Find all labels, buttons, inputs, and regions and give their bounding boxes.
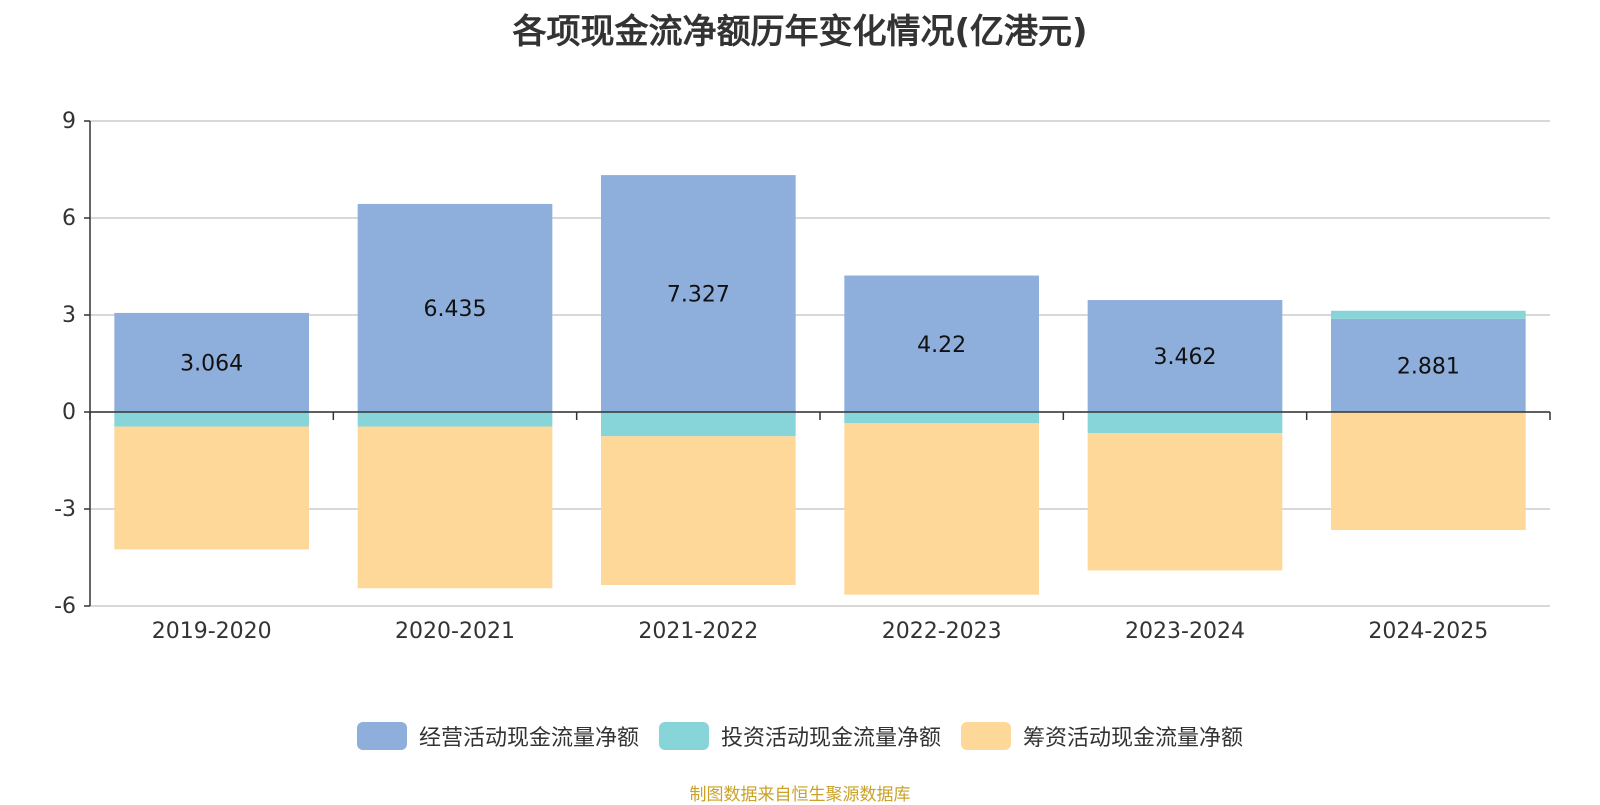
bar-2-2 [357,412,553,427]
bar-1-2 [357,203,553,412]
bar-3-2 [357,426,553,589]
legend-swatch [658,722,709,750]
y-tick-label: -3 [54,497,76,522]
legend-label: 经营活动现金流量净额 [418,726,639,751]
bar-1-3 [601,175,796,412]
data-label: 7.327 [667,283,730,308]
bar-2-4 [844,412,1039,424]
legend-item-1[interactable]: 经营活动现金流量净额 [356,720,639,752]
legend-swatch [356,722,407,750]
bar-3-5 [1087,433,1283,571]
source-note: 制图数据来自恒生聚源数据库 [689,785,911,805]
bar-1-5 [1087,300,1283,412]
y-tick-label: 3 [62,303,76,328]
bar-layer [114,175,1526,595]
data-label: 6.435 [424,297,487,322]
legend-label: 筹资活动现金流量净额 [1023,726,1244,751]
chart-title: 各项现金流净额历年变化情况(亿港元) [512,12,1088,52]
data-label: 3.064 [180,351,243,376]
y-tick-label: 9 [62,109,76,134]
bar-1-4 [844,275,1039,412]
legend-item-2[interactable]: 投资活动现金流量净额 [658,720,941,752]
y-tick-label: 0 [62,400,76,425]
bar-3-4 [844,423,1039,595]
x-tick-label: 2024-2025 [1368,619,1488,644]
chart-canvas: 9 6 3 0 -3 -6 2019-2020 2020-2021 2021-2022 2022-… [54,109,1551,644]
bar-2-1 [114,412,309,427]
label-layer: 3.064 6.435 7.327 4.22 3.462 2.881 [180,283,1460,380]
x-tick-label: 2023-2024 [1125,619,1245,644]
data-label: 3.462 [1154,345,1217,370]
bar-2-3 [601,412,796,437]
data-label: 4.22 [917,333,966,358]
bar-1-6 [1331,318,1526,412]
x-tick-label: 2019-2020 [152,619,272,644]
data-label: 2.881 [1397,354,1460,379]
bar-2-6 [1331,310,1526,319]
y-tick-label: -6 [54,594,76,619]
y-tick-label: 6 [62,206,76,231]
legend-item-3[interactable]: 筹资活动现金流量净额 [961,720,1243,752]
bar-1-1 [114,312,309,412]
legend-swatch [961,722,1011,750]
bar-3-6 [1331,412,1526,531]
bar-3-1 [114,426,309,550]
legend: 经营活动现金流量净额 投资活动现金流量净额 筹资活动现金流量净额 [0,720,1600,752]
bar-2-5 [1087,412,1283,434]
axis-layer: 9 6 3 0 -3 -6 2019-2020 2020-2021 2021-2022 2022-… [54,109,1551,644]
x-tick-label: 2020-2021 [395,619,515,644]
x-tick-label: 2022-2023 [882,619,1002,644]
bar-3-3 [601,436,796,585]
x-tick-label: 2021-2022 [638,619,758,644]
legend-label: 投资活动现金流量净额 [720,726,941,751]
